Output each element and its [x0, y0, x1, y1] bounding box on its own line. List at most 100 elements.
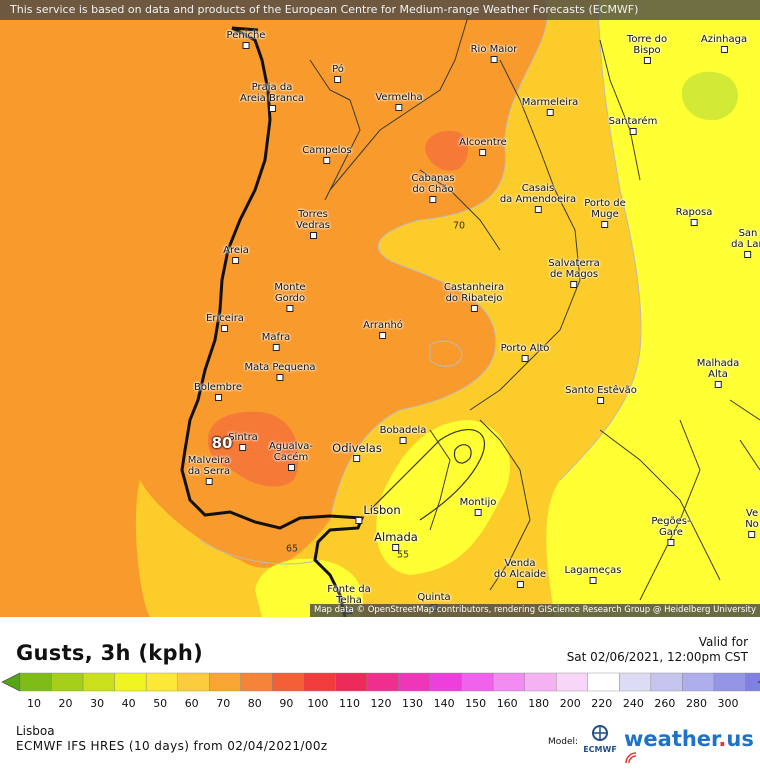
scale-segment [588, 673, 620, 691]
valid-time: Sat 02/06/2021, 12:00pm CST [567, 650, 748, 664]
place-venda-do-alcaide[interactable]: Venda do Alcaide [494, 558, 546, 588]
scale-segment [430, 673, 462, 691]
scale-segment [367, 673, 399, 691]
scale-tick-label: 110 [339, 697, 360, 710]
scale-tick-label: 70 [216, 697, 230, 710]
place-santo-estevao[interactable]: Santo Estêvão [565, 385, 637, 404]
place-porto-de-muge[interactable]: Porto de Muge [584, 198, 626, 228]
scale-tick-label: 120 [371, 697, 392, 710]
weather-us-logo[interactable]: weather.us [624, 727, 760, 775]
ecmwf-globe-icon [589, 725, 611, 741]
place-azinhaga[interactable]: Azinhaga [701, 34, 747, 53]
scale-arrow-low [2, 673, 20, 691]
legend-panel: Gusts, 3h (kph) Valid for Sat 02/06/2021… [0, 617, 760, 760]
scale-tick-label: 260 [654, 697, 675, 710]
osm-attribution: Map data © OpenStreetMap contributors, r… [310, 604, 760, 617]
location-name: Lisboa [16, 724, 55, 738]
scale-tick-label: 300 [718, 697, 739, 710]
place-castanheira-do-ribatejo[interactable]: Castanheira do Ribatejo [444, 282, 504, 312]
scale-tick-label: 40 [122, 697, 136, 710]
place-mafra[interactable]: Mafra [262, 332, 291, 351]
model-run: ECMWF IFS HRES (10 days) from 02/04/2021… [16, 739, 328, 753]
ecmwf-logo: ECMWF [582, 725, 618, 753]
place-sintra[interactable]: Sintra [228, 432, 258, 451]
place-arranho[interactable]: Arranhó [363, 320, 403, 339]
place-san-da-lan[interactable]: San da Lan [731, 228, 760, 258]
scale-segment [619, 673, 651, 691]
color-scale [0, 669, 760, 695]
scale-segment [683, 673, 715, 691]
place-torre-do-bispo[interactable]: Torre do Bispo [627, 34, 667, 64]
scale-segment [146, 673, 178, 691]
scale-segment [462, 673, 494, 691]
place-bobadela[interactable]: Bobadela [380, 425, 427, 444]
place-salvaterra-de-magos[interactable]: Salvaterra de Magos [548, 258, 600, 288]
place-bolembre[interactable]: Bolembre [194, 382, 242, 401]
place-lagamecas[interactable]: Lagameças [565, 565, 622, 584]
place-lisbon[interactable]: Lisbon [363, 504, 400, 524]
ecmwf-attribution: This service is based on data and produc… [0, 0, 760, 20]
scale-segment [714, 673, 746, 691]
brand-tld: us [726, 727, 753, 751]
scale-tick-label: 80 [248, 697, 262, 710]
scale-tick-label: 140 [434, 697, 455, 710]
scale-tick-label: 220 [591, 697, 612, 710]
signal-waves-icon [624, 751, 638, 765]
place-montijo[interactable]: Montijo [460, 497, 497, 516]
place-malhada-alta[interactable]: Malhada Alta [697, 358, 739, 388]
scale-tick-label: 280 [686, 697, 707, 710]
scale-segment [115, 673, 147, 691]
place-rio-maior[interactable]: Rio Maior [471, 44, 518, 63]
place-areia[interactable]: Areia [223, 245, 249, 264]
scale-tick-label: 50 [153, 697, 167, 710]
scale-tick-label: 180 [528, 697, 549, 710]
place-porto-alto[interactable]: Porto Alto [501, 343, 550, 362]
place-po[interactable]: Pó [332, 64, 344, 83]
scale-segment [336, 673, 368, 691]
contour-label-55: 55 [397, 550, 409, 561]
brand-main: weather [624, 727, 718, 751]
scale-tick-label: 60 [185, 697, 199, 710]
model-label: Model: [548, 737, 578, 747]
scale-tick-label: 20 [59, 697, 73, 710]
place-santarem[interactable]: Santarém [609, 116, 658, 135]
scale-tick-label: 100 [307, 697, 328, 710]
place-ve-no[interactable]: Ve No [745, 508, 759, 538]
scale-segment [241, 673, 272, 691]
place-odivelas[interactable]: Odivelas [332, 442, 382, 462]
place-cabanas-do-chao[interactable]: Cabanas do Chão [411, 173, 454, 203]
place-marmeleira[interactable]: Marmeleira [522, 97, 579, 116]
scale-segment [52, 673, 84, 691]
contour-label-70: 70 [453, 221, 465, 232]
place-vermelha[interactable]: Vermelha [375, 92, 422, 111]
scale-segment [83, 673, 115, 691]
scale-tick-label: 130 [402, 697, 423, 710]
contour-label-65: 65 [286, 544, 298, 555]
place-pegoes-gare[interactable]: Pegões- Gare [651, 516, 690, 546]
scale-segment [651, 673, 683, 691]
map-title: Gusts, 3h (kph) [16, 641, 203, 665]
place-monte-gordo[interactable]: Monte Gordo [274, 282, 305, 312]
scale-tick-label: 240 [623, 697, 644, 710]
ecmwf-logo-text: ECMWF [582, 745, 618, 754]
valid-for-label: Valid for [699, 635, 748, 649]
place-ericeira[interactable]: Ericeira [206, 313, 244, 332]
place-torres-vedras[interactable]: Torres Vedras [296, 209, 330, 239]
place-agualva-cacem[interactable]: Agualva- Cacém [269, 441, 313, 471]
place-peniche[interactable]: Peniche [227, 30, 266, 49]
scale-segment [556, 673, 588, 691]
place-casais-da-amendoeira[interactable]: Casais da Amendoeira [500, 183, 576, 213]
scale-segment [525, 673, 557, 691]
place-almada[interactable]: Almada [374, 531, 418, 551]
scale-segment [304, 673, 336, 691]
place-praia-da-areia-branca[interactable]: Praia da Areia Branca [240, 82, 304, 112]
scale-segment [20, 673, 52, 691]
place-malveira-da-serra[interactable]: Malveira da Serra [188, 455, 231, 485]
weather-map[interactable]: This service is based on data and produc… [0, 0, 760, 617]
place-campelos[interactable]: Campelos [302, 145, 351, 164]
place-raposa[interactable]: Raposa [676, 207, 713, 226]
place-mata-pequena[interactable]: Mata Pequena [244, 362, 315, 381]
scale-tick-label: 10 [27, 697, 41, 710]
scale-segment [209, 673, 241, 691]
place-alcoentre[interactable]: Alcoentre [459, 137, 507, 156]
